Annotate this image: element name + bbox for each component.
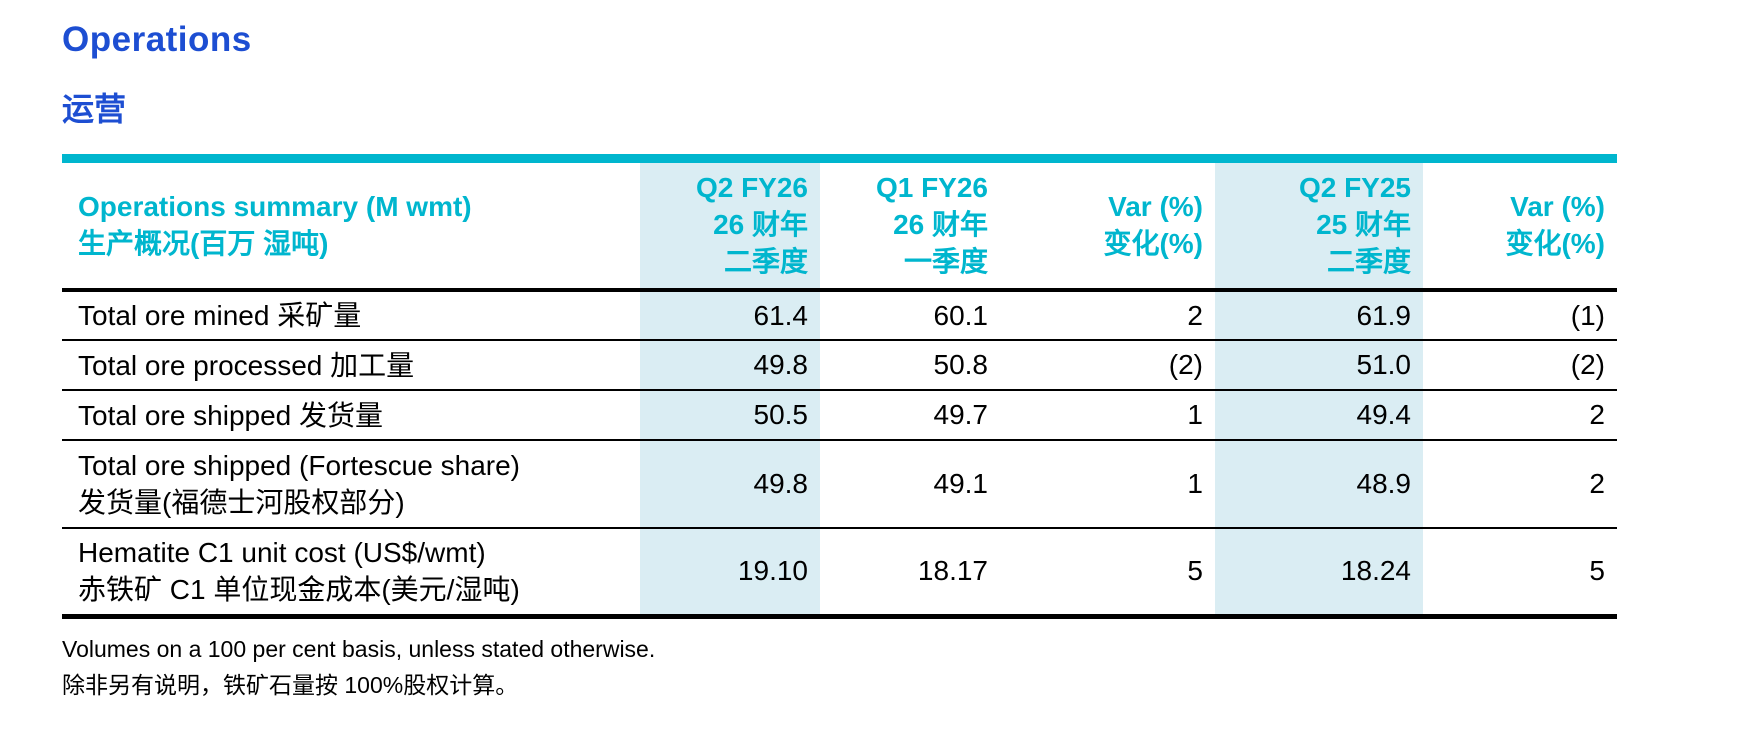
- row-label-zh: 赤铁矿 C1 单位现金成本(美元/湿吨): [78, 574, 520, 606]
- report-page: Operations 运营 Operations summary (M wmt)…: [62, 20, 1748, 703]
- header-line: 变化(%): [1505, 227, 1605, 259]
- table-cell: 49.1: [820, 440, 1000, 529]
- row-label: Total ore processed 加工量: [62, 340, 640, 391]
- page-title: Operations: [62, 20, 252, 59]
- row-label-en: Total ore shipped: [78, 399, 292, 431]
- footnote-en: Volumes on a 100 per cent basis, unless …: [62, 635, 656, 662]
- table-cell: 5: [1187, 555, 1203, 587]
- header-line: 26 财年: [893, 209, 988, 240]
- table-cell: (2): [1423, 340, 1617, 391]
- row-label: Total ore mined 采矿量: [62, 290, 640, 341]
- table-cell: (1): [1423, 290, 1617, 341]
- table-cell: 49.8: [640, 340, 820, 391]
- header-line: Var (%): [1510, 190, 1605, 222]
- header-line: Q1 FY26: [875, 172, 988, 203]
- table-cell: 2: [1423, 440, 1617, 529]
- table-cell: 50.8: [820, 340, 1000, 391]
- header-line: 二季度: [1326, 246, 1411, 277]
- table-cell: (2): [1000, 340, 1215, 391]
- row-label-en: Hematite C1 unit cost (US$/wmt): [78, 537, 486, 569]
- table-cell: 48.9: [1215, 440, 1423, 529]
- row-label-en: Total ore processed: [78, 349, 323, 381]
- table-row-total-ore-shipped-fortescue-share: Total ore shipped (Fortescue share) 发货量(…: [62, 440, 1617, 529]
- table-cell: 2: [1000, 290, 1215, 341]
- table-cell: 51.0: [1215, 340, 1423, 391]
- table-cell: 18.17: [917, 555, 988, 587]
- table-cell: 18.24: [1215, 528, 1423, 616]
- col-header-var-1: Var (%) 变化(%): [1000, 158, 1215, 292]
- footnotes: Volumes on a 100 per cent basis, unless …: [62, 631, 1748, 703]
- row-label-zh: 加工量: [330, 349, 415, 381]
- header-line: 二季度: [723, 246, 808, 277]
- col-header-q2-fy25: Q2 FY25 25 财年 二季度: [1215, 158, 1423, 292]
- table-row-total-ore-shipped: Total ore shipped 发货量 50.5 49.7 1 49.4 2: [62, 390, 1617, 441]
- row-label-zh: 采矿量: [277, 300, 362, 331]
- page-title-zh: 运营: [62, 91, 127, 127]
- table-row-total-ore-mined: Total ore mined 采矿量 61.4 60.1 2 61.9 (1): [62, 290, 1617, 341]
- header-line: 25 财年: [1316, 209, 1411, 240]
- header-line: 一季度: [903, 246, 988, 277]
- header-line: Q2 FY26: [695, 172, 808, 203]
- header-line: 变化(%): [1103, 227, 1203, 259]
- row-label-en: Total ore shipped (Fortescue share): [78, 450, 520, 481]
- row-label: Hematite C1 unit cost (US$/wmt) 赤铁矿 C1 单…: [62, 528, 640, 616]
- table-cell: 19.10: [640, 528, 820, 616]
- table-row-total-ore-processed: Total ore processed 加工量 49.8 50.8 (2) 51…: [62, 340, 1617, 391]
- row-label-zh: 发货量: [299, 399, 384, 431]
- row-label: Total ore shipped 发货量: [62, 390, 640, 441]
- table-cell: 60.1: [820, 290, 1000, 341]
- table-row-hematite-c1-unit-cost: Hematite C1 unit cost (US$/wmt) 赤铁矿 C1 单…: [62, 528, 1617, 616]
- col-header-var-2: Var (%) 变化(%): [1423, 158, 1617, 292]
- operations-summary-table: Operations summary (M wmt) 生产概况(百万 湿吨) Q…: [62, 154, 1617, 619]
- table-cell: 49.7: [820, 390, 1000, 441]
- col-header-q2-fy26: Q2 FY26 26 财年 二季度: [640, 158, 820, 292]
- table-cell: 50.5: [640, 390, 820, 441]
- row-label-en: Total ore mined: [78, 300, 270, 331]
- col-header-q1-fy26: Q1 FY26 26 财年 一季度: [820, 158, 1000, 292]
- table-cell: 1: [1000, 390, 1215, 441]
- table-cell: 1: [1000, 440, 1215, 529]
- table-cell: 2: [1423, 390, 1617, 441]
- header-line: Var (%): [1108, 190, 1203, 222]
- header-row: Operations summary (M wmt) 生产概况(百万 湿吨) Q…: [62, 158, 1617, 292]
- row-label: Total ore shipped (Fortescue share) 发货量(…: [62, 440, 640, 529]
- table-cell: 61.4: [640, 290, 820, 341]
- header-label-zh: 生产概况(百万 湿吨): [78, 227, 329, 259]
- header-line: Q2 FY25: [1298, 172, 1411, 203]
- footnote-zh: 除非另有说明，铁矿石量按 100%股权计算。: [62, 671, 519, 698]
- header-line: 26 财年: [713, 209, 808, 240]
- header-label-en: Operations summary (M wmt): [78, 190, 472, 222]
- row-label-zh: 发货量(福德士河股权部分): [78, 487, 405, 518]
- table-cell: 49.4: [1215, 390, 1423, 441]
- col-header-operations-summary: Operations summary (M wmt) 生产概况(百万 湿吨): [62, 158, 640, 292]
- table-cell: 61.9: [1215, 290, 1423, 341]
- table-cell: 49.8: [640, 440, 820, 529]
- table-cell: 5: [1589, 555, 1605, 587]
